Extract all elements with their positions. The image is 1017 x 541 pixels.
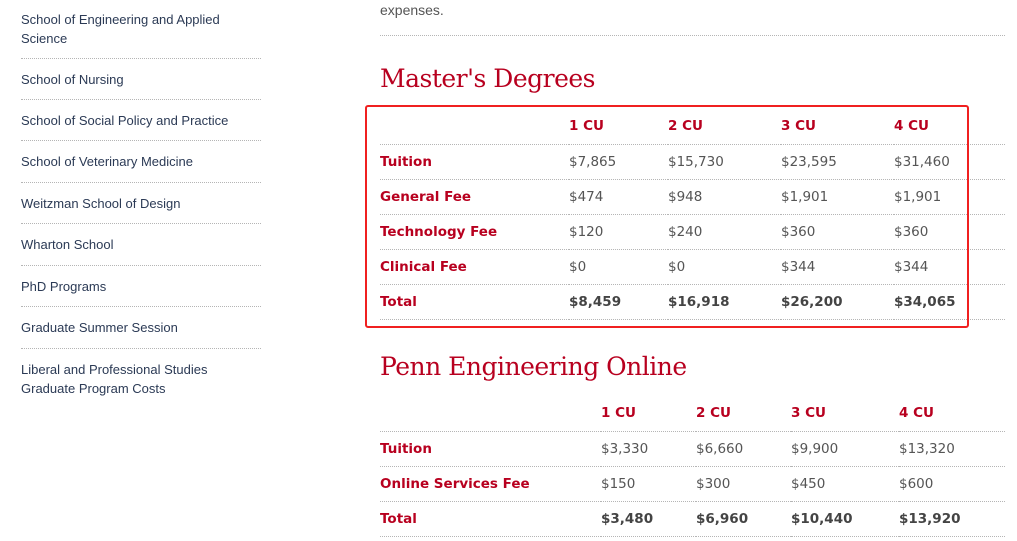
cell: $1,901 bbox=[781, 179, 894, 215]
cell: $150 bbox=[601, 466, 696, 502]
table-row-tuition: Tuition $3,330 $6,660 $9,900 $13,320 bbox=[380, 431, 1005, 467]
cell: $34,065 bbox=[894, 284, 1005, 320]
sidebar-item-phd[interactable]: PhD Programs bbox=[21, 266, 261, 307]
row-label: Clinical Fee bbox=[380, 249, 569, 285]
cell: $13,320 bbox=[899, 431, 1005, 467]
row-label: Online Services Fee bbox=[380, 466, 601, 502]
online-heading: Penn Engineering Online bbox=[380, 352, 687, 381]
cell: $360 bbox=[894, 214, 1005, 250]
divider bbox=[380, 35, 1005, 36]
header-3cu: 3 CU bbox=[791, 396, 899, 432]
online-cost-table: 1 CU 2 CU 3 CU 4 CU Tuition $3,330 $6,660 $… bbox=[380, 396, 1005, 537]
cell: $344 bbox=[781, 249, 894, 285]
cell: $120 bbox=[569, 214, 668, 250]
header-1cu: 1 CU bbox=[601, 396, 696, 432]
cell: $6,660 bbox=[696, 431, 791, 467]
cell: $0 bbox=[668, 249, 781, 285]
sidebar-item-wharton[interactable]: Wharton School bbox=[21, 224, 261, 266]
cell: $240 bbox=[668, 214, 781, 250]
cell: $13,920 bbox=[899, 501, 1005, 537]
sidebar-item-lps[interactable]: Liberal and Professional Studies Graduat… bbox=[21, 362, 208, 396]
cell: $474 bbox=[569, 179, 668, 215]
cell: $15,730 bbox=[668, 144, 781, 180]
cell: $8,459 bbox=[569, 284, 668, 320]
header-4cu: 4 CU bbox=[899, 396, 1005, 432]
header-blank bbox=[380, 109, 569, 145]
cell: $9,900 bbox=[791, 431, 899, 467]
cell: $300 bbox=[696, 466, 791, 502]
header-4cu: 4 CU bbox=[894, 109, 1005, 145]
row-label: Tuition bbox=[380, 431, 601, 467]
cell: $360 bbox=[781, 214, 894, 250]
row-label: Tuition bbox=[380, 144, 569, 180]
sidebar-item-summer[interactable]: Graduate Summer Session bbox=[21, 307, 261, 349]
cell: $16,918 bbox=[668, 284, 781, 320]
row-label: Total bbox=[380, 284, 569, 320]
table-row-clinical-fee: Clinical Fee $0 $0 $344 $344 bbox=[380, 249, 1005, 285]
cell: $600 bbox=[899, 466, 1005, 502]
table-row-tuition: Tuition $7,865 $15,730 $23,595 $31,460 bbox=[380, 144, 1005, 180]
cell: $23,595 bbox=[781, 144, 894, 180]
cell: $7,865 bbox=[569, 144, 668, 180]
header-1cu: 1 CU bbox=[569, 109, 668, 145]
cell: $450 bbox=[791, 466, 899, 502]
row-label: Total bbox=[380, 501, 601, 537]
header-2cu: 2 CU bbox=[696, 396, 791, 432]
sidebar: School of Engineering and Applied Scienc… bbox=[21, 0, 261, 408]
table-row-general-fee: General Fee $474 $948 $1,901 $1,901 bbox=[380, 179, 1005, 215]
row-label: General Fee bbox=[380, 179, 569, 215]
row-label: Technology Fee bbox=[380, 214, 569, 250]
table-header-row: 1 CU 2 CU 3 CU 4 CU bbox=[380, 396, 1005, 432]
sidebar-item-veterinary[interactable]: School of Veterinary Medicine bbox=[21, 141, 261, 183]
cell: $948 bbox=[668, 179, 781, 215]
sidebar-item-social-policy[interactable]: School of Social Policy and Practice bbox=[21, 100, 261, 141]
table-header-row: 1 CU 2 CU 3 CU 4 CU bbox=[380, 109, 1005, 145]
header-blank bbox=[380, 396, 601, 432]
intro-text: expenses. bbox=[380, 2, 444, 18]
cell: $3,330 bbox=[601, 431, 696, 467]
cell: $26,200 bbox=[781, 284, 894, 320]
highlight-box bbox=[365, 105, 969, 328]
table-row-total: Total $8,459 $16,918 $26,200 $34,065 bbox=[380, 284, 1005, 320]
cell: $3,480 bbox=[601, 501, 696, 537]
cell: $31,460 bbox=[894, 144, 1005, 180]
cell: $344 bbox=[894, 249, 1005, 285]
cell: $1,901 bbox=[894, 179, 1005, 215]
header-2cu: 2 CU bbox=[668, 109, 781, 145]
sidebar-item-nursing[interactable]: School of Nursing bbox=[21, 59, 261, 100]
masters-heading: Master's Degrees bbox=[380, 64, 596, 93]
table-row-online-services-fee: Online Services Fee $150 $300 $450 $600 bbox=[380, 466, 1005, 502]
table-row-technology-fee: Technology Fee $120 $240 $360 $360 bbox=[380, 214, 1005, 250]
sidebar-item-design[interactable]: Weitzman School of Design bbox=[21, 183, 261, 224]
cell: $6,960 bbox=[696, 501, 791, 537]
sidebar-item-engineering[interactable]: School of Engineering and Applied Scienc… bbox=[21, 0, 261, 59]
header-3cu: 3 CU bbox=[781, 109, 894, 145]
table-row-total: Total $3,480 $6,960 $10,440 $13,920 bbox=[380, 501, 1005, 537]
cell: $10,440 bbox=[791, 501, 899, 537]
masters-cost-table: 1 CU 2 CU 3 CU 4 CU Tuition $7,865 $15,730… bbox=[380, 109, 1005, 320]
cell: $0 bbox=[569, 249, 668, 285]
